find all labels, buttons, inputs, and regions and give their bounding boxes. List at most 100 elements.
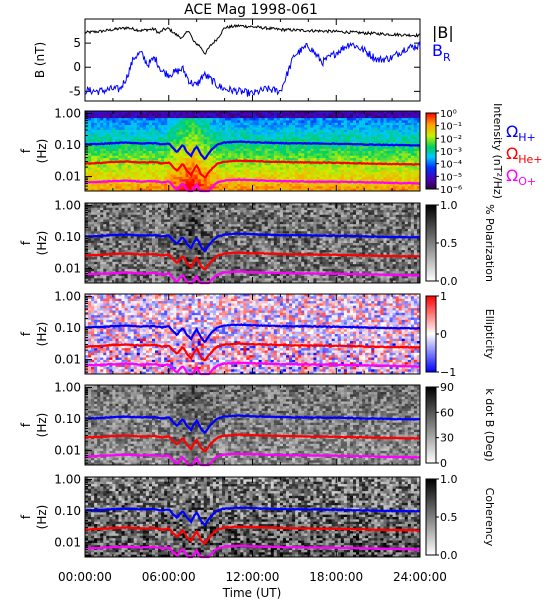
spectrogram-cell [365, 186, 368, 189]
spectrogram-cell [125, 125, 128, 128]
spectrogram-cell [374, 186, 377, 189]
spectrogram-cell [109, 127, 112, 130]
spectrogram-cell [402, 186, 405, 189]
spectrogram-cell [256, 144, 259, 147]
spectrogram-cell [149, 151, 152, 154]
spectrogram-cell [280, 149, 283, 152]
spectrogram-cell [387, 170, 390, 173]
spectrogram-cell [179, 123, 182, 126]
spectrogram-cell [140, 231, 143, 234]
spectrogram-cell [225, 144, 228, 147]
spectrogram-cell [152, 208, 155, 211]
spectrogram-cell [341, 132, 344, 135]
spectrogram-cell [414, 167, 417, 170]
spectrogram-cell [149, 241, 152, 244]
spectrogram-cell [399, 137, 402, 140]
spectrogram-cell [94, 269, 97, 272]
spectrogram-cell [313, 172, 316, 175]
spectrogram-cell [146, 123, 149, 126]
spectrogram-cell [356, 146, 359, 149]
spectrogram-cell [335, 139, 338, 142]
spectrogram-cell [103, 241, 106, 244]
spectrogram-cell [414, 170, 417, 173]
spectrogram-cell [240, 149, 243, 152]
spectrogram-cell [402, 165, 405, 168]
spectrogram-cell [161, 186, 164, 189]
spectrogram-cell [393, 158, 396, 161]
spectrogram-cell [320, 165, 323, 168]
spectrogram-cell [112, 175, 115, 178]
spectrogram-cell [338, 123, 341, 126]
spectrogram-cell [158, 186, 161, 189]
spectrogram-cell [176, 177, 179, 180]
spectrogram-cell [277, 151, 280, 154]
spectrogram-cell [399, 132, 402, 135]
spectrogram-cell [152, 137, 155, 140]
spectrogram-cell [100, 135, 103, 138]
spectrogram-cell [240, 184, 243, 187]
spectrogram-cell [383, 113, 386, 116]
spectrogram-cell [243, 127, 246, 130]
spectrogram-cell [115, 257, 118, 260]
spectrogram-cell [344, 116, 347, 119]
spectrogram-cell [344, 156, 347, 159]
spectrogram-cell [167, 262, 170, 265]
spectrogram-cell [131, 224, 134, 227]
spectrogram-cell [155, 257, 158, 260]
spectrogram-cell [259, 175, 262, 178]
spectrogram-cell [365, 123, 368, 126]
spectrogram-cell [210, 142, 213, 145]
spectrogram-cell [210, 156, 213, 159]
spectrogram-cell [323, 132, 326, 135]
spectrogram-cell [295, 151, 298, 154]
spectrogram-cell [198, 179, 201, 182]
spectrogram-cell [94, 231, 97, 234]
spectrogram-cell [204, 130, 207, 133]
spectrogram-cell [207, 137, 210, 140]
spectrogram-cell [377, 165, 380, 168]
spectrogram-cell [134, 149, 137, 152]
spectrogram-cell [399, 167, 402, 170]
spectrogram-cell [414, 146, 417, 149]
spectrogram-cell [186, 219, 189, 222]
spectrogram-cell [155, 125, 158, 128]
spectrogram-cell [119, 130, 122, 133]
spectrogram-cell [356, 135, 359, 138]
spectrogram-cell [304, 186, 307, 189]
spectrogram-cell [387, 113, 390, 116]
spectrogram-cell [383, 116, 386, 119]
spectrogram-cell [182, 208, 185, 211]
spectrogram-cell [195, 172, 198, 175]
spectrogram-cell [295, 116, 298, 119]
spectrogram-cell [164, 238, 167, 241]
spectrogram-cell [316, 175, 319, 178]
spectrogram-cell [219, 130, 222, 133]
spectrogram-cell [125, 227, 128, 230]
spectrogram-cell [316, 156, 319, 159]
spectrogram-cell [170, 227, 173, 230]
spectrogram-cell [100, 264, 103, 267]
spectrogram-cell [91, 276, 94, 279]
spectrogram-cell [225, 116, 228, 119]
spectrogram-cell [283, 177, 286, 180]
spectrogram-cell [292, 123, 295, 126]
spectrogram-cell [405, 165, 408, 168]
spectrogram-cell [402, 179, 405, 182]
spectrogram-cell [362, 118, 365, 121]
spectrogram-cell [125, 222, 128, 225]
spectrogram-cell [283, 139, 286, 142]
spectrogram-cell [97, 132, 100, 135]
spectrogram-cell [155, 222, 158, 225]
spectrogram-cell [134, 227, 137, 230]
spectrogram-cell [356, 172, 359, 175]
spectrogram-cell [106, 167, 109, 170]
spectrogram-cell [228, 170, 231, 173]
spectrogram-cell [362, 116, 365, 119]
ytick-label: 1.00 [54, 106, 81, 120]
spectrogram-cell [134, 184, 137, 187]
spectrogram-cell [338, 137, 341, 140]
spectrogram-cell [100, 208, 103, 211]
spectrogram-cell [243, 113, 246, 116]
spectrogram-cell [399, 172, 402, 175]
spectrogram-cell [341, 156, 344, 159]
